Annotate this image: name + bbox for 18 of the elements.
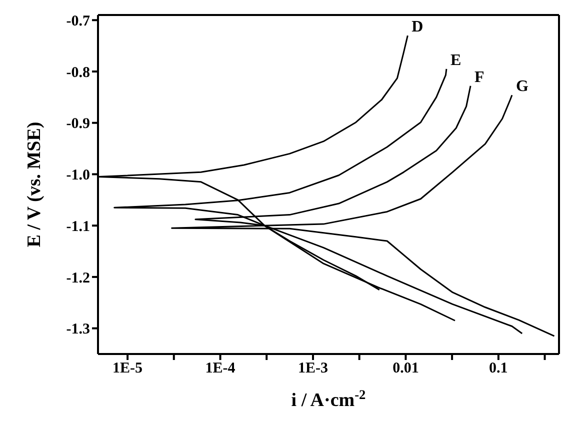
- y-axis-title: E / V (vs. MSE): [24, 122, 44, 248]
- x-tick-label: 1E-4: [205, 360, 236, 377]
- x-tick-label: 0.01: [392, 360, 419, 377]
- series-label: F: [474, 68, 485, 86]
- y-tick-label: -1.0: [66, 168, 90, 184]
- x-tick-label: 1E-3: [298, 360, 328, 377]
- y-tick-label: -0.9: [66, 116, 90, 132]
- series-label: G: [516, 78, 529, 96]
- x-tick-label: 1E-5: [112, 360, 143, 377]
- y-tick-label: -0.8: [66, 64, 90, 81]
- y-tick-label: -1.3: [66, 322, 90, 338]
- y-tick-label: -1.2: [66, 270, 90, 286]
- y-tick-label: -1.1: [66, 218, 90, 235]
- x-axis-title: i / A·cm$^{-2}$: [291, 386, 366, 411]
- series-label: D: [412, 18, 424, 36]
- series-label: E: [450, 52, 462, 69]
- y-tick-label: -0.7: [66, 13, 90, 30]
- x-tick-label: 0.1: [489, 360, 508, 377]
